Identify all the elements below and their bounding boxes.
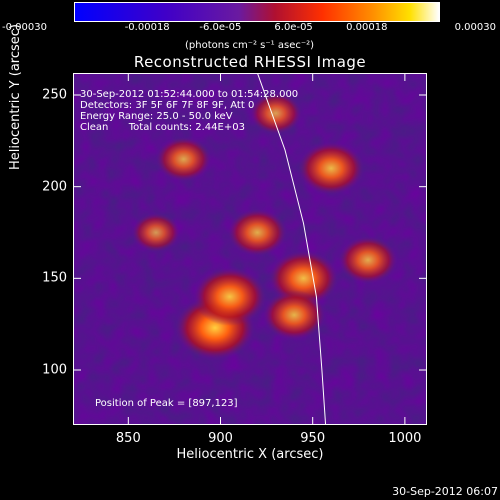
plot-frame <box>73 73 427 425</box>
hotspot-2 <box>227 208 287 257</box>
annotation-total-counts: Total counts: 2.44E+03 <box>128 122 245 133</box>
x-axis-label: Heliocentric X (arcsec) <box>176 447 324 462</box>
y-axis-label: Heliocentric Y (arcsec) <box>8 24 23 170</box>
y-axis-label-text: Heliocentric Y (arcsec) <box>8 24 23 170</box>
x-tick-label-2: 950 <box>300 431 326 446</box>
hotspot-6 <box>338 236 398 284</box>
chart-title: Reconstructed RHESSI Image <box>133 53 367 71</box>
colorbar-tick-3: 6.0e-05 <box>274 22 313 33</box>
colorbar <box>74 2 440 22</box>
hotspot-4 <box>262 289 326 341</box>
x-tick-label-3: 1000 <box>388 431 422 446</box>
annotation-clean-line: Clean Total counts: 2.44E+03 <box>80 122 298 133</box>
y-tick-label-3: 250 <box>42 87 67 103</box>
hotspot-7 <box>155 136 212 182</box>
colorbar-tick-5: 0.00030 <box>454 22 496 33</box>
y-ticks <box>73 94 427 371</box>
y-tick-label-2: 200 <box>42 179 67 195</box>
colorbar-tick-1: -0.00018 <box>124 22 170 33</box>
annotations: 30-Sep-2012 01:52:44.000 to 01:54:28.000… <box>80 89 298 133</box>
annotation-time-range: 30-Sep-2012 01:52:44.000 to 01:54:28.000 <box>80 89 299 100</box>
hotspot-5 <box>298 141 365 195</box>
annotation-peak: Position of Peak = [897,123] <box>95 398 238 409</box>
solar-limb <box>256 73 327 425</box>
heatmap-plot <box>73 73 427 425</box>
colorbar-unit: (photons cm⁻² s⁻¹ asec⁻²) <box>185 40 315 51</box>
hotspot-8 <box>249 92 302 135</box>
hotspot-1 <box>193 267 267 326</box>
colorbar-tick-2: -6.0e-05 <box>199 22 242 33</box>
x-ticks <box>127 73 406 425</box>
x-tick-label-0: 850 <box>115 431 141 446</box>
annotation-detectors: Detectors: 3F 5F 6F 7F 8F 9F, Att 0 <box>80 100 255 111</box>
colorbar-tick-0: -0.00030 <box>2 22 47 33</box>
footer-timestamp: 30-Sep-2012 06:07 <box>392 485 498 498</box>
hotspots <box>131 92 398 360</box>
colorbar-tick-4: 0.00018 <box>346 22 388 33</box>
y-tick-label-0: 100 <box>42 362 67 378</box>
hotspot-9 <box>131 212 181 253</box>
y-tick-label-1: 150 <box>42 270 67 286</box>
annotation-clean: Clean <box>80 122 109 133</box>
annotation-energy-range: Energy Range: 25.0 - 50.0 keV <box>80 111 233 122</box>
x-tick-label-1: 900 <box>208 431 233 446</box>
